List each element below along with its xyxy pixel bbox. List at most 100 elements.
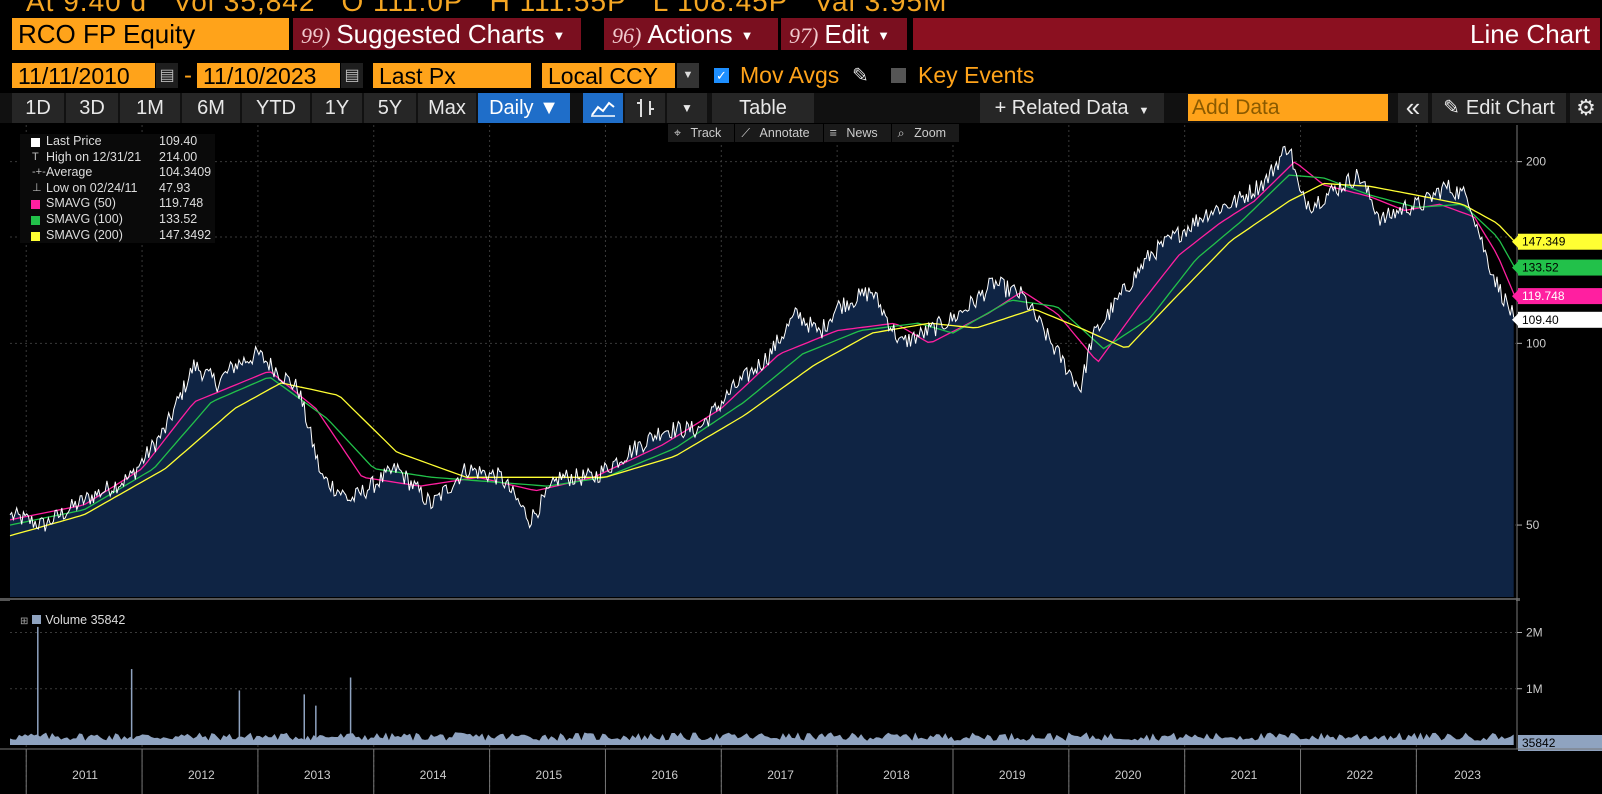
volume-tick-label: 1M [1526,682,1543,696]
chart-legend: Last Price 109.40 T High on 12/31/21 214.00-… [20,134,215,244]
period-6m[interactable]: 6M [182,93,240,123]
price-tag-pointer [1512,234,1519,249]
gear-icon[interactable]: ⚙ [1570,93,1602,123]
chevron-down-icon: ▼ [877,28,891,44]
legend-value: 47.93 [159,180,191,195]
ticker-item: Vol 35,842 [173,0,316,16]
add-data-input-box[interactable]: Add Data [1188,94,1388,121]
period-1m[interactable]: 1M [120,93,180,123]
price-tag-label: 109.40 [1522,313,1559,327]
bar-chart-icon[interactable] [625,93,665,123]
period-5y[interactable]: 5Y [364,93,416,123]
volume-swatch [32,615,42,624]
ticker-strip: At 9.40 d Vol 35,842 O 111.0P H 111.55P L 10… [0,0,1602,16]
legend-label: SMAVG (100) [46,211,123,226]
legend-label: Average [46,165,93,180]
calendar-icon[interactable]: ▤ [156,63,178,88]
security-field[interactable]: RCO FP Equity [12,18,289,50]
chart-controls: 11/11/2010 ▤ - 11/10/2023 ▤ Last Px Loca… [0,61,1602,89]
mov-avgs-checkbox[interactable]: ✓ [714,68,729,83]
series-smavg-100- [9,174,1516,526]
price-chart[interactable]: 20010050147.349133.52119.748109.402M1M35… [0,125,1602,794]
period-ytd[interactable]: YTD [242,93,310,123]
price-tag-label: 147.349 [1522,235,1566,249]
price-tick-label: 200 [1526,155,1546,169]
x-axis-label: 2023 [1454,768,1481,782]
legend-label: High on 12/31/21 [46,149,142,164]
expand-icon[interactable]: ⊞ [20,616,29,627]
legend-value: 147.3492 [159,227,212,242]
period-max[interactable]: Max [418,93,476,123]
x-axis-label: 2019 [999,768,1026,782]
x-axis-label: 2020 [1115,768,1142,782]
legend-row: Last Price 109.40 [20,134,215,150]
legend-row: SMAVG (100) 133.52 [20,212,215,228]
edit-chart-button[interactable]: ✎ Edit Chart [1432,93,1566,123]
period-1y[interactable]: 1Y [312,93,362,123]
calendar-icon[interactable]: ▤ [341,63,363,88]
related-data-button[interactable]: + Related Data ▼ [980,93,1164,123]
legend-label: SMAVG (200) [46,227,123,242]
actions-button[interactable]: 96) Actions ▼ [604,18,778,50]
volume-panel [10,600,1516,745]
line-chart-icon[interactable] [583,93,623,123]
price-tick-label: 100 [1526,336,1546,350]
series-smavg-200- [9,182,1516,537]
chevron-down-icon[interactable]: ▼ [677,63,699,88]
key-events-checkbox[interactable] [891,68,906,83]
currency-select[interactable]: Local CCY [542,63,675,89]
annotate-label: Annotate [753,124,816,142]
chart-tools: ⌖ Track ⟋ Annotate ≡ News ⌕ Zoom [668,124,960,142]
x-axis-label: 2013 [304,768,331,782]
legend-marker: ⊥ [32,181,42,194]
legend-swatch [31,138,40,147]
panel-divider [0,598,1520,601]
start-date-field[interactable]: 11/11/2010 [12,63,155,89]
period-1d[interactable]: 1D [12,93,64,123]
annotate-tool[interactable]: ⟋ Annotate [735,124,823,142]
news-tool[interactable]: ≡ News [823,124,891,142]
related-data-label: + Related Data [994,97,1129,119]
frequency-select[interactable]: Daily ▼ [478,93,570,123]
suggested-charts-button[interactable]: 99) Suggested Charts ▼ [293,18,581,50]
x-axis-label: 2012 [188,768,215,782]
legend-value: 133.52 [159,211,198,226]
ticker-item: Val 3.95M [814,0,948,16]
legend-label: Last Price [46,134,102,148]
end-date-field[interactable]: 11/10/2023 [197,63,340,89]
chevron-down-icon: ▼ [1138,105,1150,117]
zoom-tool[interactable]: ⌕ Zoom [891,124,960,142]
zoom-label: Zoom [908,124,953,142]
price-tag-pointer [1512,312,1519,327]
x-axis-label: 2018 [883,768,910,782]
legend-row: SMAVG (50) 119.748 [20,196,215,212]
legend-row: -+- Average 104.3409 [20,165,215,181]
key-events-label[interactable]: Key Events [918,62,1035,88]
ticker-item: L 108.45P [652,0,789,16]
x-axis-label: 2021 [1231,768,1258,782]
collapse-icon[interactable]: « [1398,93,1428,123]
pencil-icon[interactable]: ✎ [852,65,869,87]
mov-avgs-label[interactable]: Mov Avgs [740,62,840,88]
chevron-down-icon[interactable]: ▼ [667,93,707,123]
price-tag-label: 119.748 [1522,289,1565,303]
actions-num: 96) [612,23,642,48]
add-data-input[interactable]: Add Data [1192,96,1280,119]
suggested-charts-label: Suggested Charts [336,19,545,49]
volume-legend: ⊞ Volume 35842 [20,613,125,627]
edit-button[interactable]: 97) Edit ▼ [781,18,907,50]
ticker-item: O 111.0P [341,0,464,16]
date-separator: - [184,62,192,89]
legend-swatch [31,231,40,241]
legend-row: ⊥ Low on 02/24/11 47.93 [20,181,215,197]
legend-value: 119.748 [159,196,204,211]
volume-label: Volume [45,613,88,627]
price-tag-pointer [1512,289,1519,304]
price-tag-bg [1518,259,1602,276]
table-button[interactable]: Table [712,93,814,123]
edit-num: 97) [789,23,819,48]
field-select[interactable]: Last Px [373,63,531,89]
track-tool[interactable]: ⌖ Track [668,124,735,142]
ticker-item: At 9.40 d [26,0,148,16]
period-3d[interactable]: 3D [66,93,118,123]
